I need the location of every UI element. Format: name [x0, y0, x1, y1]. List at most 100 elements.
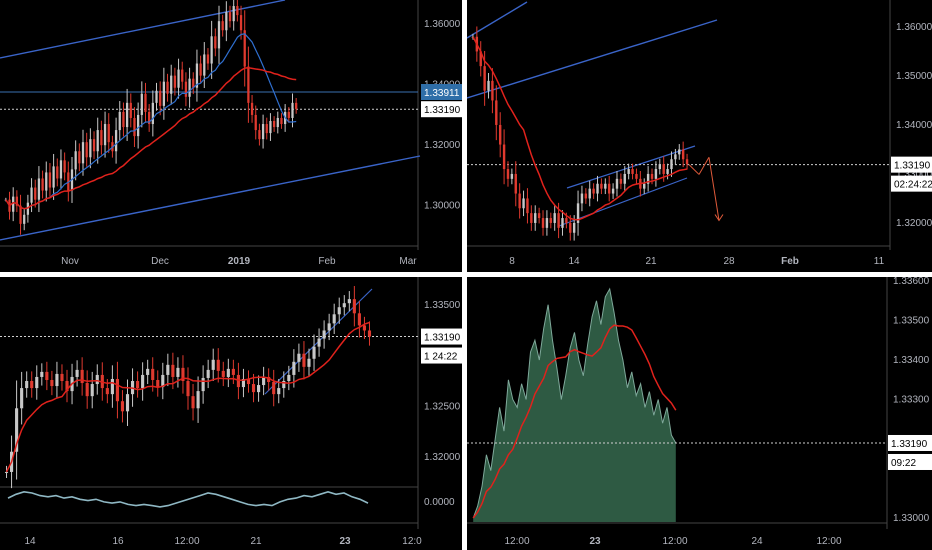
intraday-candle	[312, 346, 316, 359]
daily-candle	[214, 36, 217, 49]
current-price-tag: 1.33190	[894, 161, 931, 172]
countdown-tag: 09:22	[891, 458, 916, 469]
daily-candle	[232, 6, 235, 22]
intraday-candle	[75, 369, 79, 377]
h4-candle	[487, 80, 490, 91]
daily-candle	[280, 117, 283, 125]
h4-candle	[530, 213, 533, 223]
minute-area-chart-panel[interactable]: 1.33600 1.33500 1.33400 1.33300 1.33000 1.331…	[467, 277, 932, 550]
intraday-candle	[317, 338, 321, 347]
daily-candle	[210, 36, 213, 64]
intraday-candle	[95, 374, 99, 385]
daily-candle	[122, 111, 125, 128]
rising-channel-upper	[566, 145, 696, 189]
h4-candle	[534, 213, 537, 223]
daily-candle	[258, 130, 261, 140]
h4-candle	[592, 188, 595, 194]
h4-candle	[596, 183, 599, 194]
daily-candle	[269, 121, 272, 134]
intraday-candle	[25, 381, 29, 389]
h4-candle	[662, 164, 665, 174]
h4-candle	[611, 188, 615, 194]
x-tick-label: 28	[723, 256, 735, 267]
current-price-tag: 1.33190	[424, 105, 461, 116]
daily-candle	[34, 187, 37, 200]
intraday-chart-panel[interactable]: 1.33500 1.32500 1.32000 1.33190 1 24:22 0.000…	[0, 277, 462, 550]
intraday-candle	[246, 378, 251, 385]
intraday-candle	[151, 368, 155, 380]
y-tick-label: 1.32000	[424, 140, 461, 151]
countdown-tag: 02:24:22	[894, 180, 932, 191]
intraday-candle	[292, 361, 296, 375]
h4-candle	[658, 164, 662, 170]
h4-candle	[545, 218, 549, 228]
y-tick-label: 1.32500	[424, 401, 461, 412]
h4-candle	[479, 51, 482, 67]
daily-candle	[81, 142, 85, 164]
y-tick-label: 1.33600	[893, 277, 930, 287]
y-tick-label: 0.0000	[424, 497, 455, 508]
daily-candle	[144, 93, 147, 112]
y-tick-label: 1.34000	[896, 120, 932, 131]
y-tick-label: 1.33400	[893, 355, 930, 366]
daily-candle	[228, 12, 232, 22]
price-area-line	[472, 287, 677, 519]
h4-candle	[607, 183, 611, 194]
intraday-candle	[257, 385, 261, 393]
intraday-candle	[45, 371, 49, 380]
daily-chart-panel[interactable]: 1.360001.340001.320001.300001.339111.331…	[0, 0, 462, 272]
daily-candle	[225, 12, 228, 31]
daily-candle	[30, 187, 33, 203]
daily-candle	[155, 90, 158, 103]
x-tick-label: 23	[339, 536, 351, 547]
y-tick-label: 1.33000	[896, 169, 932, 180]
intraday-candle	[35, 376, 39, 389]
h4-candle	[506, 169, 510, 179]
daily-candle	[133, 117, 136, 137]
daily-candle	[221, 21, 224, 31]
daily-candle	[151, 102, 154, 125]
intraday-candle	[216, 359, 220, 371]
intraday-candle	[125, 394, 130, 412]
h4-forecast-chart-panel[interactable]: 1.36000 1.35000 1.34000 1.33000 1.32000 1.331…	[467, 0, 932, 272]
countdown-tag: 1 24:22	[424, 352, 458, 363]
intraday-candle	[166, 364, 170, 375]
y-tick-label: 1.33500	[893, 316, 930, 327]
daily-candle	[236, 6, 239, 16]
h4-candle	[502, 144, 506, 170]
daily-candle	[26, 202, 30, 215]
y-tick-label: 1.35000	[896, 71, 932, 82]
h4-candle	[643, 183, 646, 189]
countdown-tag-bg	[421, 347, 462, 364]
h4-candle	[557, 213, 560, 228]
daily-candle	[170, 75, 173, 94]
daily-candle	[125, 102, 129, 128]
h4-candle	[635, 173, 638, 179]
h4-candlestick-chart: 1.36000 1.35000 1.34000 1.33000 1.32000 1.331…	[467, 0, 932, 267]
intraday-candle	[4, 471, 9, 473]
h4-candle	[565, 218, 568, 223]
h4-candle	[537, 213, 541, 219]
h4-candle	[678, 149, 681, 155]
current-price-tag-bg	[888, 434, 932, 451]
intraday-candle	[337, 307, 341, 315]
intraday-candle	[85, 383, 89, 397]
x-tick-label: 24	[751, 536, 763, 547]
daily-candle	[118, 111, 121, 131]
y-tick-label: 1.33300	[893, 395, 930, 406]
intraday-candle	[347, 299, 351, 304]
x-tick-label: Nov	[61, 256, 79, 267]
daily-candle	[48, 172, 52, 188]
upper-channel-line	[0, 0, 286, 59]
h4-candle	[588, 188, 591, 199]
daily-candle	[107, 124, 110, 143]
x-tick-label: Mar	[399, 256, 417, 267]
intraday-candle	[267, 376, 271, 383]
daily-candle	[100, 130, 103, 146]
minute-area-chart: 1.33600 1.33500 1.33400 1.33300 1.33000 1.331…	[467, 277, 932, 547]
daily-candle	[140, 93, 143, 115]
h4-candle	[650, 173, 654, 179]
intraday-candle	[40, 371, 44, 377]
intraday-candle	[342, 303, 346, 308]
intraday-ma-slow	[5, 321, 370, 473]
